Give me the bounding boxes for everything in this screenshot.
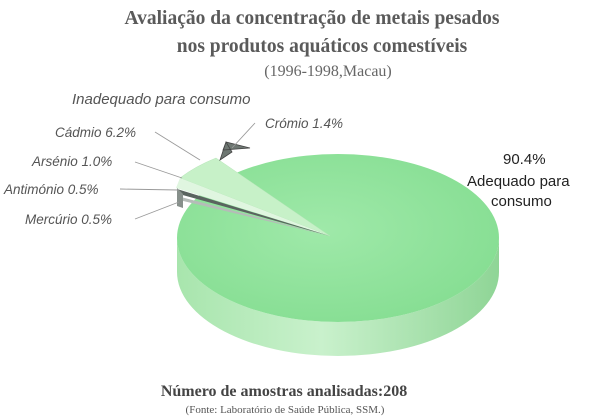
pie-slice-cromio — [219, 141, 251, 161]
label-adequado-line1: Adequado para — [467, 173, 570, 190]
label-cadmio: Cádmio 6.2% — [55, 125, 136, 140]
pie-slice-mercurio-side — [177, 188, 183, 208]
pie-slice-arsenio — [176, 178, 330, 236]
leader-mercurio — [134, 201, 180, 220]
leader-cromio — [231, 122, 256, 149]
leader-cadmio — [154, 131, 201, 161]
chart-subtitle: (1996-1998,Macau) — [264, 63, 392, 80]
pie-slice-antimonio — [177, 189, 330, 236]
pie-slice-mercurio — [177, 196, 330, 236]
pie-body — [176, 141, 499, 356]
leader-lines — [119, 122, 256, 220]
footer-source: (Fonte: Laboratório de Saúde Pública, SS… — [186, 404, 385, 416]
label-cromio: Crómio 1.4% — [265, 116, 343, 131]
label-antimonio: Antimónio 0.5% — [3, 182, 99, 197]
label-mercurio: Mercúrio 0.5% — [25, 212, 112, 227]
footer-sample-count: Número de amostras analisadas:208 — [161, 383, 407, 400]
label-adequado-line2: consumo — [491, 193, 552, 210]
label-arsenio: Arsénio 1.0% — [31, 154, 112, 169]
leader-antimonio — [119, 188, 179, 191]
chart-title-line2: nos produtos aquáticos comestíveis — [177, 36, 468, 57]
chart-title-line1: Avaliação da concentração de metais pesa… — [125, 8, 500, 29]
group-label: Inadequado para consumo — [72, 91, 250, 108]
pie-side — [177, 238, 499, 356]
label-adequado-value: 90.4% — [503, 151, 546, 168]
leader-arsenio — [134, 161, 183, 179]
pie-slice-cadmio — [179, 157, 331, 237]
